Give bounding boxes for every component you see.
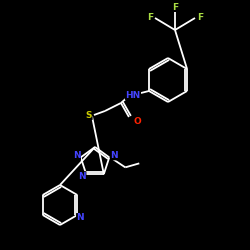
Text: HN: HN [125,90,140,100]
Text: N: N [110,151,118,160]
Text: S: S [86,110,92,120]
Text: F: F [197,14,203,22]
Text: O: O [133,116,141,126]
Text: F: F [172,2,178,12]
Text: N: N [73,151,80,160]
Text: F: F [147,14,153,22]
Text: N: N [76,214,84,222]
Text: N: N [78,172,86,181]
